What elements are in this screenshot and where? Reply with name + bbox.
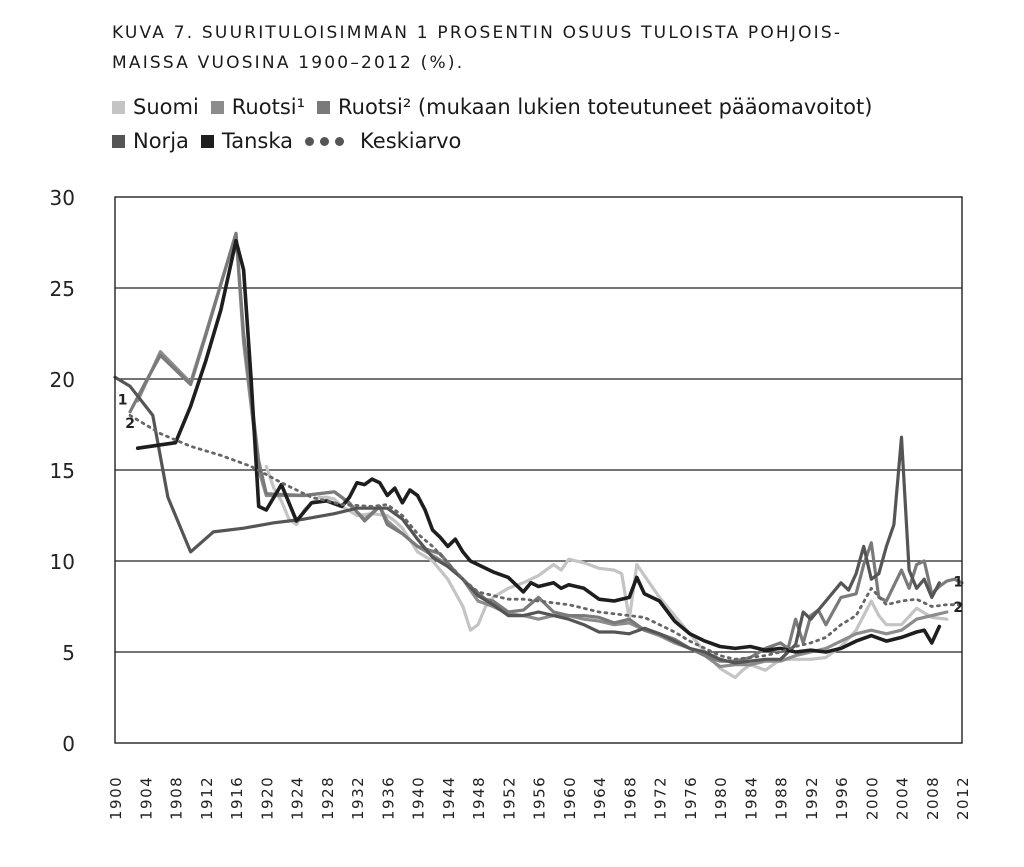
legend-label-suomi: Suomi [133, 95, 199, 119]
chart-title-line-2: MAISSA VUOSINA 1900–2012 (%). [112, 53, 465, 73]
x-tick-label-1936: 1936 [379, 776, 397, 820]
legend-swatch-tanska [200, 134, 214, 148]
x-tick-label-1992: 1992 [803, 776, 821, 820]
legend-item-keskiarvo: Keskiarvo [305, 129, 461, 153]
annotation-2: 1 [953, 574, 963, 590]
series-line-4 [135, 238, 942, 654]
annotation-3: 2 [953, 600, 963, 616]
legend-item-suomi: Suomi [112, 95, 199, 119]
series-line-2 [128, 231, 964, 663]
y-tick-label-10: 10 [50, 550, 75, 574]
y-tick-label-20: 20 [50, 368, 75, 392]
annotation-0: 1 [118, 392, 128, 408]
annotation-1: 2 [125, 416, 135, 432]
x-tick-label-2000: 2000 [863, 776, 881, 820]
x-tick-label-2012: 2012 [954, 776, 972, 820]
y-tick-labels: 0 5 10 15 20 25 30 [50, 186, 75, 756]
x-tick-labels: 1900 1904 1908 1912 1916 1920 1924 1928 1932 1936… [107, 776, 972, 820]
legend-swatch-ruotsi-1 [210, 100, 224, 114]
chart-title: KUVA 7. SUURITULOISIMMAN 1 PROSENTIN OSU… [112, 18, 992, 78]
x-tick-label-1924: 1924 [289, 776, 307, 820]
x-tick-label-2008: 2008 [924, 776, 942, 820]
legend-item-norja: Norja [112, 129, 189, 153]
axes [114, 196, 963, 744]
legend-item-ruotsi-2: Ruotsi² (mukaan lukien toteutuneet pääom… [317, 95, 872, 119]
legend-swatch-suomi [112, 100, 125, 114]
legend-label-ruotsi-1: Ruotsi¹ [231, 95, 306, 119]
x-tick-label-1904: 1904 [137, 776, 155, 820]
series-lines [113, 231, 964, 680]
x-tick-label-1948: 1948 [470, 776, 488, 820]
x-tick-label-1952: 1952 [500, 776, 518, 820]
x-tick-label-1996: 1996 [833, 776, 851, 820]
series-line-5 [128, 414, 964, 661]
chart-legend: Suomi Ruotsi¹ Ruotsi² (mukaan lukien tot… [112, 90, 1012, 158]
legend-swatch-norja [112, 134, 125, 148]
x-tick-label-1972: 1972 [652, 776, 670, 820]
legend-swatch-ruotsi-2 [317, 100, 331, 114]
x-tick-label-1932: 1932 [349, 776, 367, 820]
y-tick-label-0: 0 [62, 732, 75, 756]
legend-row-1: Suomi Ruotsi¹ Ruotsi² (mukaan lukien tot… [112, 90, 1012, 124]
annotations: 1 2 1 2 [118, 392, 963, 615]
x-tick-label-1916: 1916 [228, 776, 246, 820]
legend-row-2: Norja Tanska Keskiarvo [112, 124, 1012, 158]
x-tick-label-1940: 1940 [410, 776, 428, 820]
legend-item-tanska: Tanska [200, 129, 294, 153]
legend-label-ruotsi-2: Ruotsi² (mukaan lukien toteutuneet pääom… [338, 95, 873, 119]
y-tick-label-25: 25 [50, 277, 75, 301]
legend-label-tanska: Tanska [221, 129, 294, 153]
x-tick-label-1980: 1980 [712, 776, 730, 820]
x-tick-label-1908: 1908 [168, 776, 186, 820]
y-tick-label-5: 5 [62, 641, 75, 665]
y-tick-label-15: 15 [50, 459, 75, 483]
x-tick-label-1984: 1984 [742, 776, 760, 820]
x-tick-label-1956: 1956 [531, 776, 549, 820]
x-tick-label-1960: 1960 [561, 776, 579, 820]
x-tick-label-1900: 1900 [107, 776, 125, 820]
legend-label-norja: Norja [133, 129, 189, 153]
x-tick-label-1968: 1968 [621, 776, 639, 820]
plot-frame [114, 196, 963, 744]
x-tick-label-1944: 1944 [440, 776, 458, 820]
x-tick-label-1988: 1988 [773, 776, 791, 820]
y-tick-label-30: 30 [50, 186, 75, 210]
x-tick-label-1964: 1964 [591, 776, 609, 820]
legend-label-keskiarvo: Keskiarvo [360, 129, 462, 153]
x-tick-label-2004: 2004 [894, 776, 912, 820]
legend-swatch-keskiarvo [305, 136, 350, 146]
x-tick-label-1928: 1928 [319, 776, 337, 820]
legend-item-ruotsi-1: Ruotsi¹ [210, 95, 306, 119]
x-tick-label-1976: 1976 [682, 776, 700, 820]
x-tick-label-1912: 1912 [198, 776, 216, 820]
series-line-3 [113, 375, 941, 665]
chart-title-line-1: KUVA 7. SUURITULOISIMMAN 1 PROSENTIN OSU… [112, 23, 843, 43]
x-tick-label-1920: 1920 [258, 776, 276, 820]
